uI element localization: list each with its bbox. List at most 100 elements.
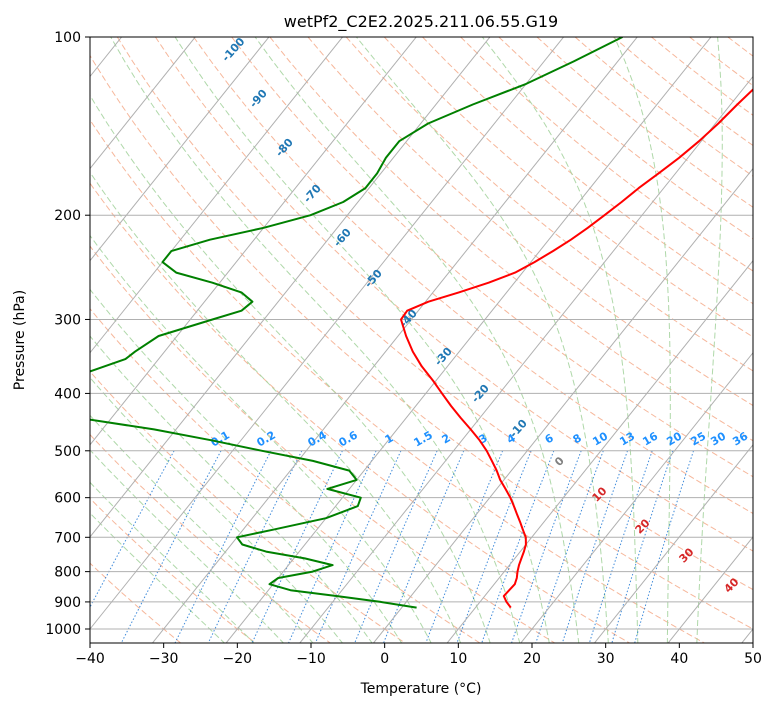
x-tick-label: 0 xyxy=(380,651,389,667)
moist-adiabat-label: -70 xyxy=(301,182,324,206)
isotherm-line xyxy=(0,10,70,654)
isotherm-line xyxy=(667,536,753,643)
dry-adiabat-label: 0 xyxy=(552,454,567,469)
isotherm-line xyxy=(90,37,344,354)
y-tick-label: 700 xyxy=(54,530,81,546)
x-tick-label: −20 xyxy=(223,651,253,667)
mixing-ratio-line xyxy=(611,450,674,643)
y-tick-label: 500 xyxy=(54,444,81,460)
y-tick-label: 800 xyxy=(54,565,81,581)
mixing-ratio-label: 0.1 xyxy=(209,428,232,449)
mixing-ratio-label: 0.6 xyxy=(337,428,361,449)
dry-adiabat-line xyxy=(90,307,481,643)
x-tick-label: −10 xyxy=(296,651,326,667)
y-axis-label: Pressure (hPa) xyxy=(12,290,28,390)
moist-adiabat-line xyxy=(90,288,403,643)
isotherm-line xyxy=(372,167,753,643)
moist-adiabat-line xyxy=(90,414,314,643)
dry-adiabat-line xyxy=(90,182,631,643)
moist-adiabat-label: -20 xyxy=(469,382,492,406)
mixing-ratio-label: 10 xyxy=(590,429,610,448)
x-tick-label: −30 xyxy=(149,651,179,667)
dry-adiabat-line xyxy=(90,370,406,643)
moist-adiabat-line xyxy=(356,37,609,643)
mixing-ratio-label: 8 xyxy=(571,431,584,446)
y-tick-label: 600 xyxy=(54,491,81,507)
moist-adiabat-label: -90 xyxy=(247,87,270,111)
plot-lines xyxy=(0,10,775,654)
dry-adiabat-line xyxy=(766,37,775,644)
dry-adiabat-line xyxy=(90,433,332,643)
temperature-line xyxy=(400,88,753,609)
moist-adiabat-line xyxy=(90,449,285,643)
dry-adiabat-line xyxy=(574,37,753,177)
moist-adiabat-line xyxy=(90,94,491,643)
dry-adiabat-line xyxy=(498,37,753,240)
dry-adiabat-line xyxy=(193,37,753,515)
dry-adiabat-line xyxy=(90,497,257,643)
dry-adiabat-line xyxy=(269,37,753,442)
mixing-ratio-line xyxy=(511,450,582,643)
dry-adiabat-line xyxy=(116,37,753,591)
mixing-ratio-label: 16 xyxy=(640,429,660,448)
y-tick-label: 300 xyxy=(54,312,81,328)
mixing-ratio-label: 30 xyxy=(708,429,728,448)
moist-adiabat-line xyxy=(90,512,226,643)
moist-adiabat-line xyxy=(481,37,639,643)
dry-adiabat-line xyxy=(307,37,753,407)
dry-adiabat-line xyxy=(422,37,753,305)
moist-adiabat-line xyxy=(110,37,521,643)
mixing-ratio-line xyxy=(588,450,653,643)
y-tick-label: 1000 xyxy=(45,622,81,638)
dry-adiabat-line xyxy=(383,37,753,338)
dry-adiabat-label: 30 xyxy=(677,545,697,565)
mixing-ratio-line xyxy=(251,450,343,643)
isotherm-line xyxy=(741,628,753,643)
mixing-ratio-label: 0.4 xyxy=(306,428,330,449)
moist-adiabat-line xyxy=(90,481,255,643)
isotherm-line xyxy=(593,444,753,643)
dry-adiabat-line xyxy=(90,119,706,643)
mixing-ratio-label: 36 xyxy=(730,429,750,448)
mixing-ratio-label: 6 xyxy=(543,431,556,446)
mixing-ratio-line xyxy=(174,450,272,643)
mixing-ratio-line xyxy=(314,450,402,643)
isotherm-line xyxy=(90,37,565,630)
moist-adiabat-line xyxy=(174,37,550,643)
x-axis-label: Temperature (°C) xyxy=(360,681,482,697)
dry-adiabat-line xyxy=(536,37,753,208)
isotherm-line xyxy=(90,37,270,262)
y-tick-label: 100 xyxy=(54,30,81,46)
moist-adiabat-label: -100 xyxy=(219,35,247,64)
mixing-ratio-label: 0.2 xyxy=(255,428,278,449)
dry-adiabat-line xyxy=(345,37,753,372)
dry-adiabat-label: 40 xyxy=(722,575,742,595)
isotherm-line xyxy=(151,37,638,643)
x-tick-label: 10 xyxy=(449,651,467,667)
moist-adiabat-label: -50 xyxy=(362,267,385,291)
dry-adiabat-line xyxy=(689,37,753,87)
x-tick-label: 40 xyxy=(670,651,688,667)
mixing-ratio-line xyxy=(456,450,532,643)
isotherm-line xyxy=(299,75,753,643)
mixing-ratio-label: 20 xyxy=(664,429,684,448)
x-tick-label: 50 xyxy=(744,651,762,667)
dry-adiabat-line xyxy=(154,37,753,552)
dewpoint-line xyxy=(90,37,623,609)
y-tick-label: 400 xyxy=(54,386,81,402)
y-tick-label: 200 xyxy=(54,208,81,224)
profile-series xyxy=(90,37,753,609)
isotherm-line xyxy=(90,37,196,170)
axes: −40 −30 −20 −10 0 10 20 30 40 5010020030040050060… xyxy=(45,30,762,667)
mixing-ratio-line xyxy=(425,450,504,643)
dry-adiabat-line xyxy=(90,54,753,630)
moist-adiabat-line xyxy=(90,335,373,643)
x-tick-label: 20 xyxy=(523,651,541,667)
dry-adiabat-line xyxy=(231,37,753,478)
isotherm-line xyxy=(520,351,753,643)
mixing-ratio-line xyxy=(288,450,377,643)
moist-adiabat-label: -30 xyxy=(432,345,455,369)
isotherm-line xyxy=(90,37,491,538)
isotherm-line xyxy=(90,37,417,446)
